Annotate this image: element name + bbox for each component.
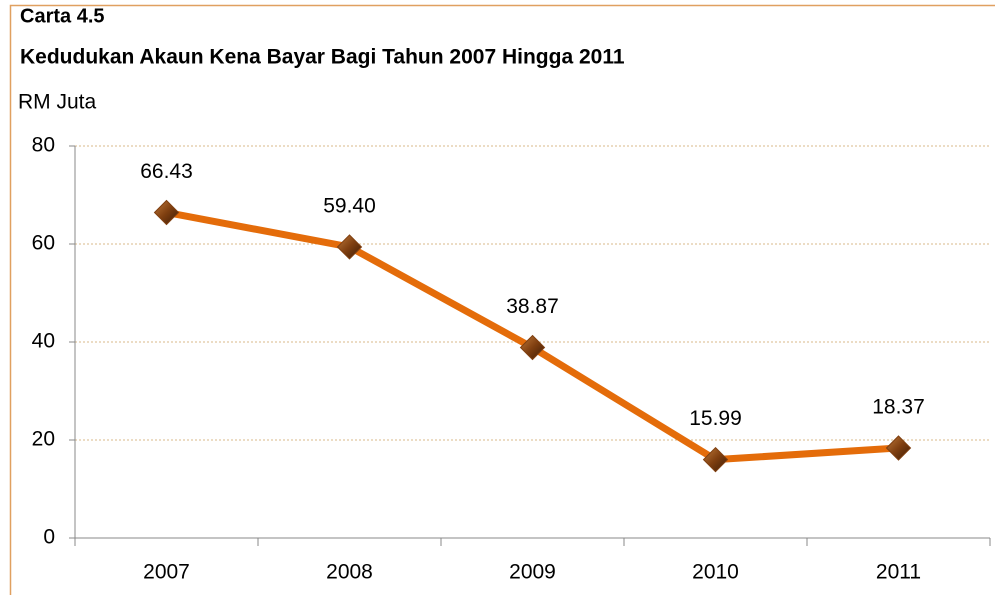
chart-subtitle: Kedudukan Akaun Kena Bayar Bagi Tahun 20… (20, 46, 625, 69)
x-tick-label: 2009 (509, 561, 556, 584)
y-tick-label: 0 (43, 526, 55, 549)
data-label: 15.99 (689, 407, 742, 430)
data-label: 38.87 (506, 295, 559, 318)
marker (519, 334, 546, 361)
x-tick-label: 2007 (143, 561, 190, 584)
data-label: 59.40 (323, 194, 376, 217)
data-label: 66.43 (140, 160, 193, 183)
marker (153, 199, 180, 226)
data-label: 18.37 (872, 396, 925, 419)
x-tick-label: 2011 (876, 561, 921, 584)
y-tick-label: 20 (32, 428, 55, 451)
marker (885, 435, 912, 461)
x-tick-label: 2008 (326, 561, 373, 584)
y-tick-label: 40 (32, 330, 55, 353)
marker (336, 234, 363, 260)
marker (702, 446, 729, 473)
chart-title: Carta 4.5 (20, 5, 105, 27)
x-tick-label: 2010 (692, 561, 739, 584)
y-tick-label: 60 (32, 232, 55, 255)
frame (9, 4, 995, 595)
y-axis-label: RM Juta (18, 91, 97, 114)
y-tick-label: 80 (32, 134, 55, 157)
